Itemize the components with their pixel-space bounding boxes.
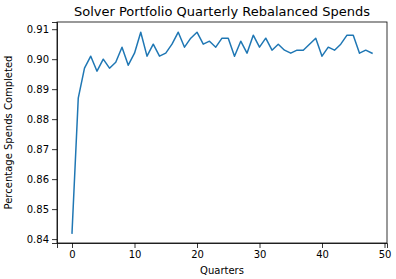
tick: 0.88 [27,114,57,125]
tick-label: 0.84 [27,234,49,245]
tick: 40 [316,243,329,260]
tick-mark [52,119,57,120]
tick-mark [52,209,57,210]
tick-mark [52,179,57,180]
y-axis-label: Percentage Spends Completed [3,56,14,210]
tick-label: 0.90 [27,54,49,65]
x-axis: 0 10 20 30 40 50 [58,243,392,260]
tick-mark [52,29,57,30]
tick: 0.89 [27,84,57,95]
line [72,32,372,233]
tick: 0.85 [27,204,57,215]
series [72,32,372,233]
tick-label: 0.85 [27,204,49,215]
tick-mark [52,89,57,90]
tick-mark [385,243,386,248]
tick-label: 40 [316,249,329,260]
tick: 50 [379,243,392,260]
axis-line [52,23,58,244]
tick-label: 10 [129,249,142,260]
tick-mark [52,239,57,240]
tick-label: 0.89 [27,84,49,95]
tick-mark [322,243,323,248]
tick-mark [52,149,57,150]
plot: 010203040500.840.850.860.870.880.890.900… [27,22,392,260]
axis-line [58,244,388,249]
tick-mark [52,59,57,60]
tick: 0.91 [27,24,57,35]
x-axis-label: Quarters [200,265,244,276]
frame [57,22,387,243]
tick-label: 0 [69,249,75,260]
tick-label: 0.91 [27,24,49,35]
tick: 0.87 [27,144,57,155]
tick: 0.86 [27,174,57,185]
tick-mark [135,243,136,248]
tick-label: 0.86 [27,174,49,185]
tick: 20 [191,243,204,260]
tick-label: 30 [254,249,267,260]
chart: 010203040500.840.850.860.870.880.890.900… [0,0,396,279]
title: Solver Portfolio Quarterly Rebalanced Sp… [74,4,370,19]
tick: 0.84 [27,234,57,245]
tick: 0.90 [27,54,57,65]
tick: 10 [129,243,142,260]
tick-mark [197,243,198,248]
tick-label: 0.88 [27,114,49,125]
tick-mark [72,243,73,248]
y-axis: 0.84 0.85 0.86 0.87 0.88 0.89 0.90 0.91 [27,23,58,245]
tick: 0 [69,243,75,260]
tick: 30 [254,243,267,260]
tick-label: 20 [191,249,204,260]
tick-label: 0.87 [27,144,49,155]
tick-mark [260,243,261,248]
tick-label: 50 [379,249,392,260]
